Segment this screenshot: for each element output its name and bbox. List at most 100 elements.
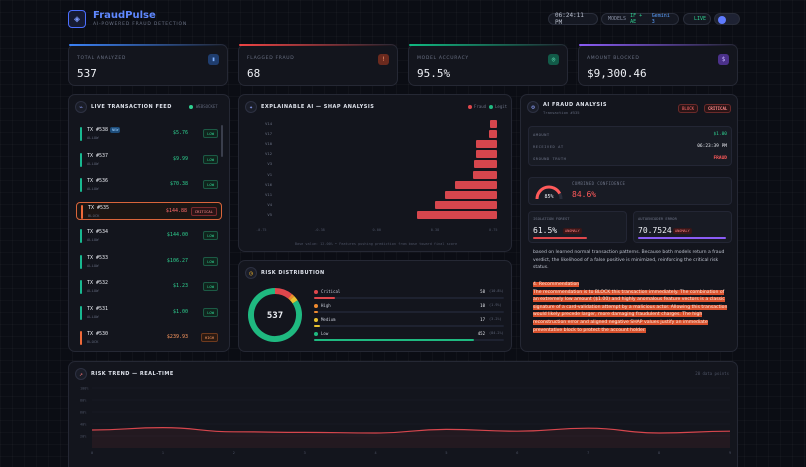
live-label: LIVE bbox=[694, 16, 707, 22]
shap-feature-label: V5 bbox=[267, 211, 272, 217]
transaction-row[interactable]: TX #532 ALLOW $1.23 LOW bbox=[76, 278, 222, 296]
transaction-row[interactable]: TX #538 ALLOW $5.76 LOW NEW bbox=[76, 125, 222, 143]
risk-count: 452 bbox=[477, 331, 485, 336]
recommendation-heading: 4. Recommendation bbox=[533, 282, 580, 287]
app-subtitle: AI-POWERED FRAUD DETECTION bbox=[93, 22, 188, 27]
stat-value: 95.5% bbox=[417, 67, 451, 80]
transaction-row[interactable]: TX #537 ALLOW $9.99 LOW bbox=[76, 151, 222, 169]
risk-badge: LOW bbox=[203, 282, 218, 291]
risk-label: Critical bbox=[321, 289, 341, 294]
trend-y-tick: 80% bbox=[80, 399, 87, 403]
risk-badge: LOW bbox=[203, 231, 218, 240]
level-badge: CRITICAL bbox=[704, 104, 732, 113]
trend-x-tick: 9 bbox=[729, 451, 731, 455]
transaction-status: ALLOW bbox=[87, 237, 99, 242]
stat-accent-line bbox=[239, 44, 399, 46]
transaction-id: TX #532 bbox=[87, 280, 109, 286]
shap-feature-label: V1 bbox=[267, 171, 272, 177]
donut-center-label: 537 bbox=[267, 311, 283, 321]
stat-value: $9,300.46 bbox=[587, 67, 647, 80]
risk-indicator-bar bbox=[80, 280, 82, 294]
trend-x-tick: 6 bbox=[516, 451, 518, 455]
alert-icon: ! bbox=[378, 54, 389, 65]
trend-x-tick: 8 bbox=[658, 451, 660, 455]
risk-indicator-bar bbox=[80, 305, 82, 320]
shap-feature-label: V14 bbox=[265, 121, 272, 126]
transaction-row[interactable]: TX #533 ALLOW $106.27 LOW bbox=[76, 253, 222, 271]
shap-panel: ✦ EXPLAINABLE AI — SHAP ANALYSIS Fraud L… bbox=[238, 94, 512, 252]
risk-indicator-bar bbox=[80, 152, 82, 167]
transaction-amount: $144.00 bbox=[166, 232, 188, 238]
risk-label: Medium bbox=[321, 317, 336, 322]
feed-scrollbar[interactable] bbox=[221, 125, 223, 157]
truth-label: GROUND TRUTH bbox=[533, 156, 567, 161]
received-value: 06:23:39 PM bbox=[697, 144, 727, 149]
trend-y-tick: 100% bbox=[80, 387, 89, 391]
stat-card-model-accuracy: MODEL ACCURACY 95.5% ◎ bbox=[408, 44, 569, 86]
models-label: MODELS bbox=[608, 16, 627, 22]
transaction-row[interactable]: TX #536 ALLOW $70.38 LOW bbox=[76, 176, 222, 194]
risk-indicator-bar bbox=[80, 254, 82, 269]
ai-analysis-panel: ⚙ AI FRAUD ANALYSIS Transaction #535 BLO… bbox=[520, 94, 738, 352]
clock-text: 06:24:11 PM bbox=[555, 12, 584, 26]
shap-x-tick: 0.00 bbox=[372, 228, 381, 232]
ae-value: 70.7524 bbox=[638, 226, 672, 235]
recommendation-body: The recommendation is to BLOCK this tran… bbox=[533, 289, 728, 333]
decision-badge: BLOCK bbox=[678, 104, 699, 113]
transaction-id: TX #533 bbox=[87, 254, 109, 261]
risk-dot-icon bbox=[314, 290, 318, 294]
transaction-amount: $1.00 bbox=[172, 308, 188, 315]
risk-label: High bbox=[321, 303, 331, 308]
shap-feature-label: V16 bbox=[265, 181, 272, 187]
risk-indicator-bar bbox=[80, 331, 82, 345]
stat-label: MODEL ACCURACY bbox=[417, 56, 469, 61]
transaction-row[interactable]: TX #531 ALLOW $1.00 LOW bbox=[76, 304, 222, 322]
transaction-id: TX #536 bbox=[87, 178, 109, 184]
confidence-gauge: 85% bbox=[535, 185, 563, 200]
trend-line bbox=[91, 426, 731, 434]
transaction-row[interactable]: TX #535 BLOCK $144.88 CRITICAL bbox=[76, 201, 222, 220]
risk-label: Low bbox=[321, 331, 329, 336]
stat-accent-line bbox=[409, 44, 569, 46]
risk-trend-chart: 100% 80% 60% 40% 20% 0 1 2 3 4 5 6 7 8 9 bbox=[80, 387, 731, 456]
clock: 06:24:11 PM bbox=[548, 12, 598, 26]
transaction-row[interactable]: TX #534 ALLOW $144.00 LOW bbox=[76, 227, 222, 245]
shap-bar bbox=[474, 160, 497, 169]
analysis-subtitle: Transaction #535 bbox=[543, 110, 580, 115]
trend-title: RISK TREND — REAL-TIME bbox=[91, 371, 174, 377]
stat-value: 68 bbox=[247, 67, 261, 80]
transaction-id: TX #535 bbox=[88, 204, 110, 211]
risk-indicator-bar bbox=[80, 229, 82, 243]
trend-y-tick: 40% bbox=[80, 423, 87, 427]
risk-percent: (1.9%) bbox=[489, 303, 502, 307]
risk-bar-fill bbox=[314, 325, 321, 327]
transaction-row[interactable]: TX #530 BLOCK $239.93 HIGH bbox=[76, 329, 222, 347]
theme-toggle[interactable] bbox=[714, 13, 740, 25]
models-value: IF + AE bbox=[630, 13, 643, 25]
shap-bar bbox=[489, 120, 497, 128]
risk-dot-icon bbox=[314, 332, 318, 336]
trend-x-tick: 5 bbox=[445, 451, 447, 455]
confidence-value: 84.6% bbox=[572, 190, 597, 199]
donut-slice-medium bbox=[289, 296, 298, 304]
gauge-fill bbox=[535, 185, 562, 200]
feed-title: LIVE TRANSACTION FEED bbox=[91, 104, 172, 110]
transaction-status: BLOCK bbox=[87, 339, 99, 344]
detail-box bbox=[528, 126, 732, 166]
risk-percent: (3.2%) bbox=[489, 317, 502, 321]
risk-trend-panel: ↗ RISK TREND — REAL-TIME 20 data points bbox=[68, 361, 738, 467]
trend-x-tick: 7 bbox=[587, 451, 589, 455]
shap-bar bbox=[488, 130, 497, 139]
transaction-id: TX #530 bbox=[87, 331, 109, 337]
iforest-bar bbox=[533, 237, 587, 239]
stat-value: 537 bbox=[77, 67, 97, 80]
shap-bar bbox=[435, 200, 497, 209]
legend-fraud-label: Fraud bbox=[474, 104, 487, 109]
ae-label: AUTOENCODER ERROR bbox=[638, 216, 677, 221]
trend-x-tick: 4 bbox=[375, 451, 377, 455]
shap-feature-label: V4 bbox=[267, 201, 272, 207]
shap-bar bbox=[416, 210, 497, 219]
transaction-id: TX #537 bbox=[87, 152, 109, 159]
websocket-dot-icon bbox=[189, 105, 193, 109]
risk-bar-track bbox=[314, 297, 504, 299]
